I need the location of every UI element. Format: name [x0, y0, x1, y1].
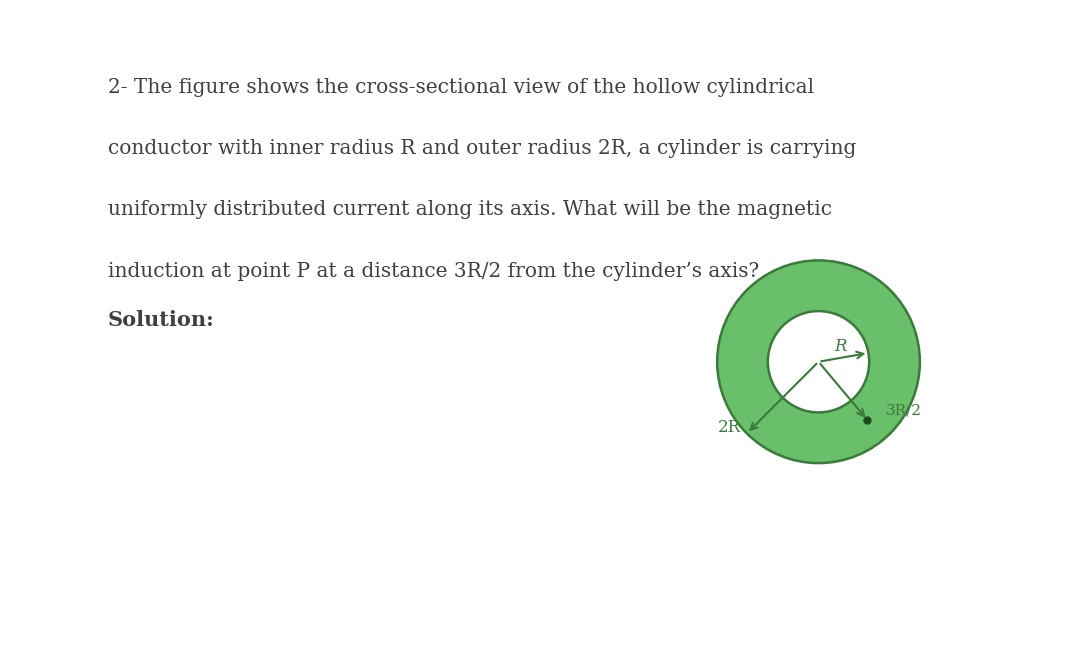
Circle shape	[717, 260, 920, 463]
Text: R: R	[835, 338, 848, 355]
Text: 3R/2: 3R/2	[886, 403, 922, 417]
Text: Solution:: Solution:	[108, 310, 214, 330]
Text: 2R: 2R	[718, 419, 741, 436]
Circle shape	[768, 311, 869, 412]
Text: 2- The figure shows the cross-sectional view of the hollow cylindrical: 2- The figure shows the cross-sectional …	[108, 78, 814, 96]
Text: conductor with inner radius R and outer radius 2R, a cylinder is carrying: conductor with inner radius R and outer …	[108, 139, 856, 158]
Text: uniformly distributed current along its axis. What will be the magnetic: uniformly distributed current along its …	[108, 200, 831, 219]
Text: induction at point P at a distance 3R/2 from the cylinder’s axis?: induction at point P at a distance 3R/2 …	[108, 262, 759, 280]
